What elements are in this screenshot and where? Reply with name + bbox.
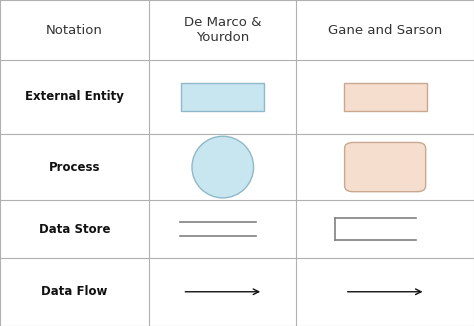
Text: De Marco &
Yourdon: De Marco & Yourdon [184,16,262,44]
Text: Data Flow: Data Flow [41,285,108,298]
Bar [181,83,264,111]
Ellipse shape [192,136,254,198]
Text: Gane and Sarson: Gane and Sarson [328,24,442,37]
FancyBboxPatch shape [345,142,426,192]
Text: External Entity: External Entity [25,91,124,103]
Bar [344,83,427,111]
Text: Data Store: Data Store [39,223,110,235]
Text: Notation: Notation [46,24,103,37]
Text: Process: Process [49,161,100,173]
